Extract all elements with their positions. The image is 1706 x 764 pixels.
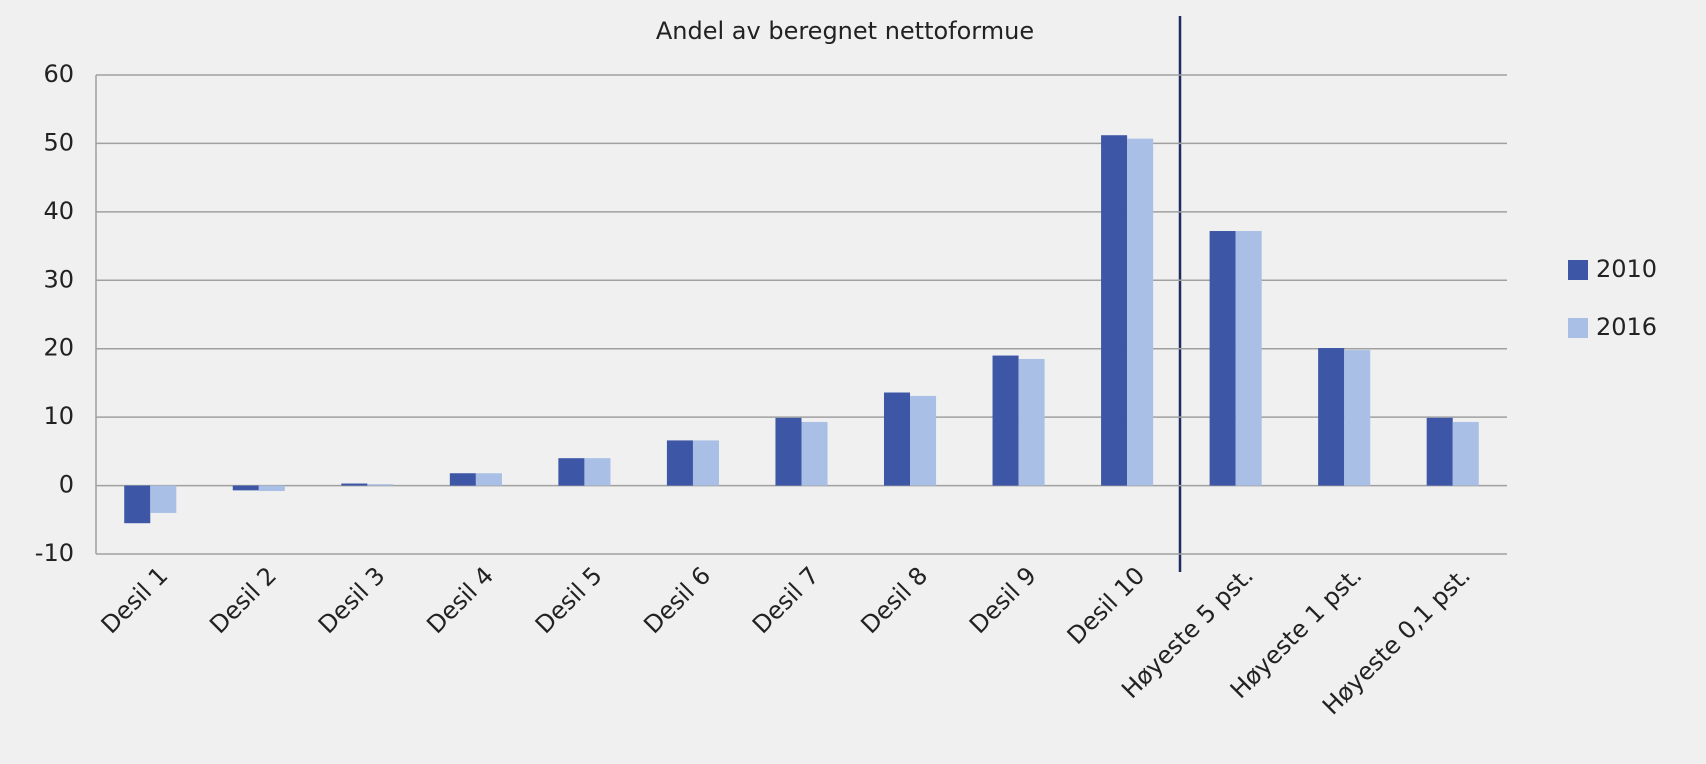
y-tick-label: 60: [43, 60, 74, 88]
y-tick-label: 0: [59, 471, 74, 499]
bar: [775, 417, 802, 486]
y-tick-label: 40: [43, 197, 74, 225]
bar: [883, 392, 911, 486]
bar: [584, 458, 611, 486]
legend-label: 2010: [1596, 255, 1657, 283]
bar: [1209, 231, 1236, 486]
bar: [475, 473, 502, 486]
bar: [1101, 135, 1128, 486]
bar: [801, 421, 828, 486]
chart-title: Andel av beregnet nettoformue: [656, 17, 1034, 45]
legend-swatch: [1568, 260, 1588, 280]
bar: [367, 484, 394, 486]
y-tick-label: -10: [35, 539, 74, 567]
bar: [910, 395, 937, 486]
bar: [692, 440, 720, 486]
bar: [558, 458, 585, 486]
legend-swatch: [1568, 318, 1588, 338]
y-tick-label: 50: [43, 128, 74, 156]
bar: [150, 485, 177, 513]
y-tick-label: 30: [43, 265, 74, 293]
bar: [258, 485, 285, 492]
y-tick-label: 20: [43, 334, 74, 362]
bar: [1426, 417, 1453, 486]
bar: [1018, 358, 1045, 486]
bar: [1235, 231, 1262, 486]
bar: [992, 355, 1019, 486]
bar: [1344, 350, 1371, 486]
bar: [449, 473, 476, 486]
bar: [232, 485, 259, 491]
bar: [666, 440, 693, 486]
y-tick-label: 10: [43, 402, 74, 430]
legend-label: 2016: [1596, 313, 1657, 341]
bar: [341, 483, 368, 486]
bar: [124, 485, 151, 524]
bar: [1318, 348, 1345, 486]
bar: [1452, 421, 1479, 486]
bar: [1127, 138, 1154, 486]
